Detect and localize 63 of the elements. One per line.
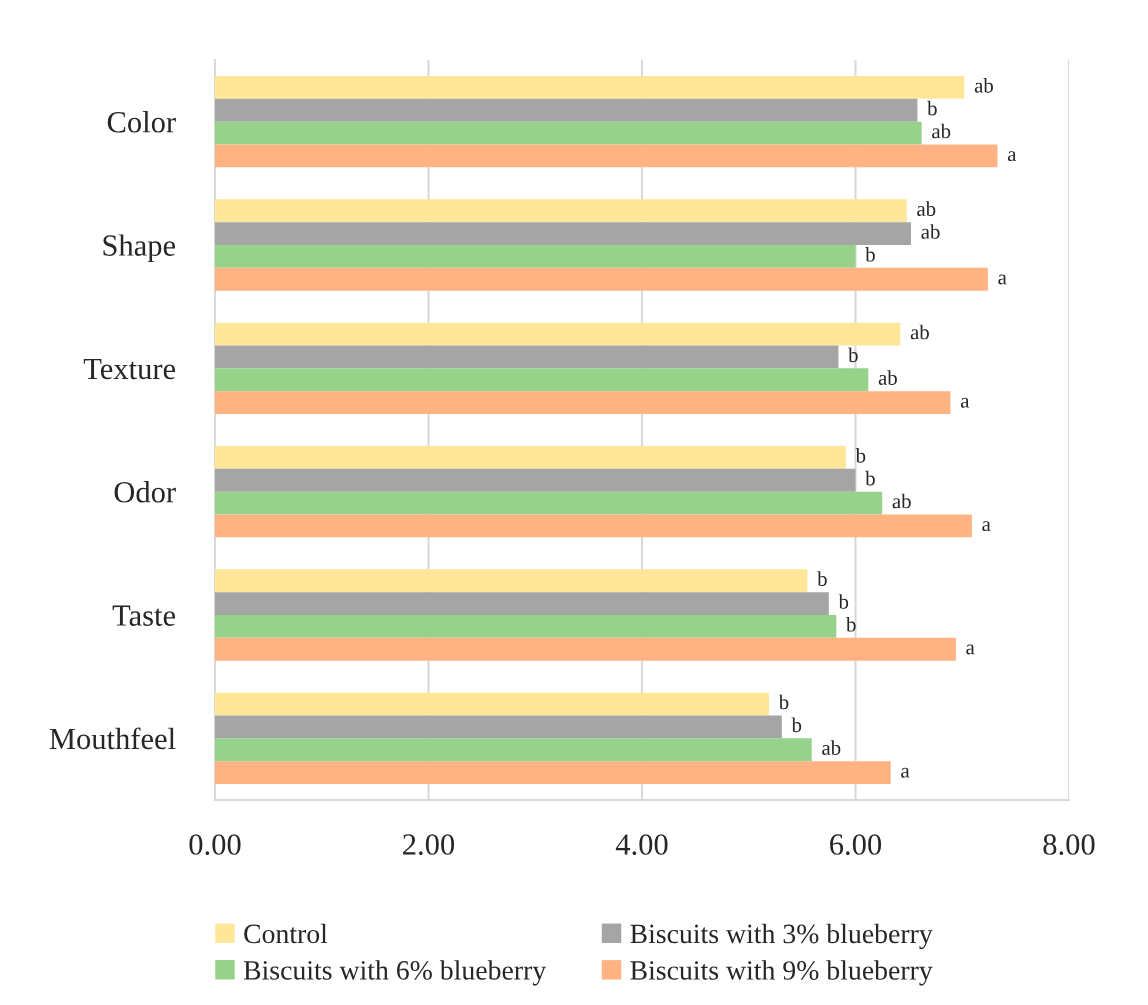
data-label: a bbox=[998, 274, 1007, 285]
bar bbox=[215, 514, 972, 538]
y-tick-label: Odor bbox=[114, 481, 176, 503]
x-tick-label: 4.00 bbox=[615, 834, 668, 855]
bar bbox=[215, 761, 891, 784]
data-label: a bbox=[982, 521, 991, 532]
y-tick-label: Taste bbox=[112, 605, 176, 626]
bar bbox=[215, 491, 883, 515]
data-label: a bbox=[1007, 151, 1017, 162]
x-tick-label: 2.00 bbox=[403, 834, 455, 855]
bar bbox=[215, 322, 901, 346]
bar bbox=[215, 592, 829, 615]
legend-label: Biscuits with 6% blueberry bbox=[243, 960, 547, 986]
y-tick-label: Texture bbox=[83, 358, 176, 380]
data-label: b bbox=[848, 347, 858, 363]
data-label: ab bbox=[910, 324, 929, 340]
data-label: ab bbox=[822, 740, 841, 755]
legend-label: Biscuits with 9% blueberry bbox=[630, 960, 933, 986]
data-label: ab bbox=[917, 201, 936, 216]
data-label: b bbox=[817, 571, 827, 586]
legend-label: Control bbox=[244, 923, 328, 944]
bar bbox=[215, 715, 782, 739]
bar bbox=[215, 569, 808, 593]
bar bbox=[215, 692, 770, 716]
data-label: b bbox=[855, 448, 866, 463]
data-label: a bbox=[966, 644, 975, 655]
x-tick-label: 6.00 bbox=[830, 834, 882, 855]
bar bbox=[215, 144, 998, 168]
bar bbox=[215, 615, 837, 638]
data-label: a bbox=[901, 767, 910, 778]
bar bbox=[215, 391, 951, 414]
bar bbox=[215, 738, 812, 762]
bar bbox=[215, 222, 912, 245]
legend-label: Biscuits with 3% blueberry bbox=[630, 923, 933, 950]
data-label: ab bbox=[974, 78, 993, 93]
data-label: ab bbox=[932, 123, 951, 139]
y-tick-label: Mouthfeel bbox=[49, 727, 176, 750]
bar bbox=[215, 121, 922, 145]
data-label: ab bbox=[878, 370, 897, 385]
x-tick-label: 0.00 bbox=[189, 834, 241, 855]
data-label: b bbox=[778, 694, 789, 710]
data-label: a bbox=[960, 397, 970, 408]
data-label: ab bbox=[892, 493, 911, 509]
data-label: b bbox=[791, 717, 802, 733]
bar bbox=[215, 446, 846, 469]
y-tick-label: Shape bbox=[103, 234, 176, 263]
bar bbox=[215, 345, 839, 369]
bar bbox=[215, 245, 856, 268]
bar bbox=[215, 368, 869, 392]
data-label: b bbox=[927, 100, 937, 116]
bar bbox=[215, 199, 907, 223]
x-tick-label: 8.00 bbox=[1043, 834, 1095, 855]
bar bbox=[215, 76, 965, 99]
data-label: b bbox=[865, 246, 875, 262]
data-label: b bbox=[838, 594, 849, 609]
bar bbox=[215, 267, 988, 291]
bar bbox=[215, 98, 918, 122]
bar bbox=[215, 637, 956, 661]
y-tick-label: Color bbox=[107, 111, 176, 133]
data-label: b bbox=[865, 470, 875, 486]
data-label: ab bbox=[921, 224, 940, 239]
data-label: b bbox=[846, 616, 856, 632]
bar bbox=[215, 468, 856, 492]
